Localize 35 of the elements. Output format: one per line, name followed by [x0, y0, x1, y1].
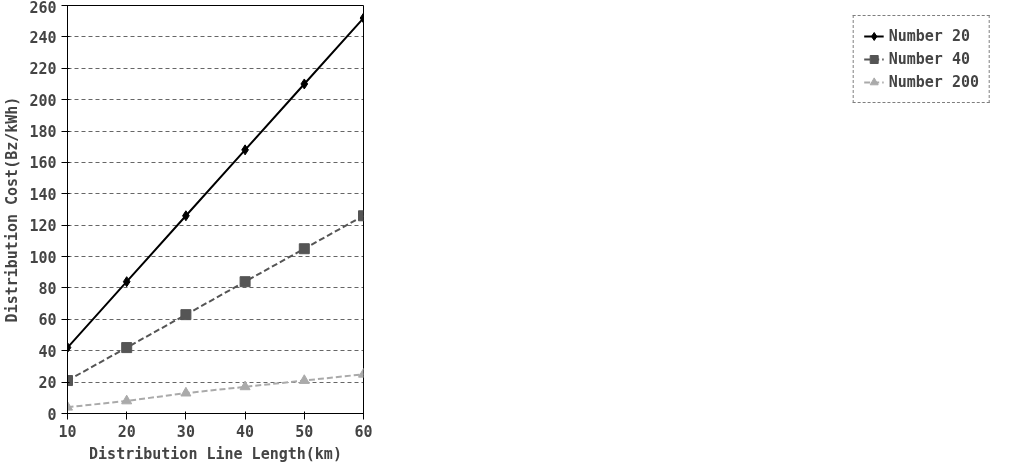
point: [121, 394, 133, 405]
y-tick-label: 200: [29, 91, 57, 110]
y-tick-label: 260: [29, 0, 57, 17]
point: [300, 78, 309, 90]
point: [122, 276, 131, 288]
y-tick-label: 100: [29, 248, 57, 267]
point: [239, 276, 251, 288]
y-axis-title: Distribution Cost(Bz/kWh): [3, 96, 22, 323]
legend-label: Number 200: [888, 73, 979, 91]
x-tick-label: 20: [117, 422, 136, 441]
legend-label: Number 40: [888, 50, 970, 68]
point: [180, 386, 192, 397]
point: [298, 374, 310, 384]
y-tick-label: 80: [38, 279, 57, 298]
y-tick-label: 220: [29, 60, 57, 79]
point: [239, 380, 251, 391]
point: [180, 309, 192, 321]
y-tick-label: 0: [47, 405, 57, 424]
x-tick-label: 30: [176, 422, 195, 441]
x-tick-label: 50: [295, 422, 314, 441]
y-tick-label: 20: [38, 374, 57, 393]
y-tick-label: 40: [38, 342, 57, 361]
x-axis-title: Distribution Line Length(km): [89, 444, 342, 463]
y-tick-label: 120: [29, 217, 57, 236]
y-tick-label: 140: [29, 185, 57, 204]
point: [298, 243, 310, 255]
legend-label: Number 20: [888, 27, 970, 45]
y-tick-label: 240: [29, 28, 57, 47]
y-tick-label: 60: [38, 311, 57, 330]
x-tick-label: 60: [354, 422, 373, 441]
x-tick-label: 40: [236, 422, 255, 441]
x-tick-label: 10: [58, 422, 77, 441]
y-tick-label: 180: [29, 123, 57, 142]
point: [121, 342, 133, 354]
y-tick-label: 160: [29, 154, 57, 173]
